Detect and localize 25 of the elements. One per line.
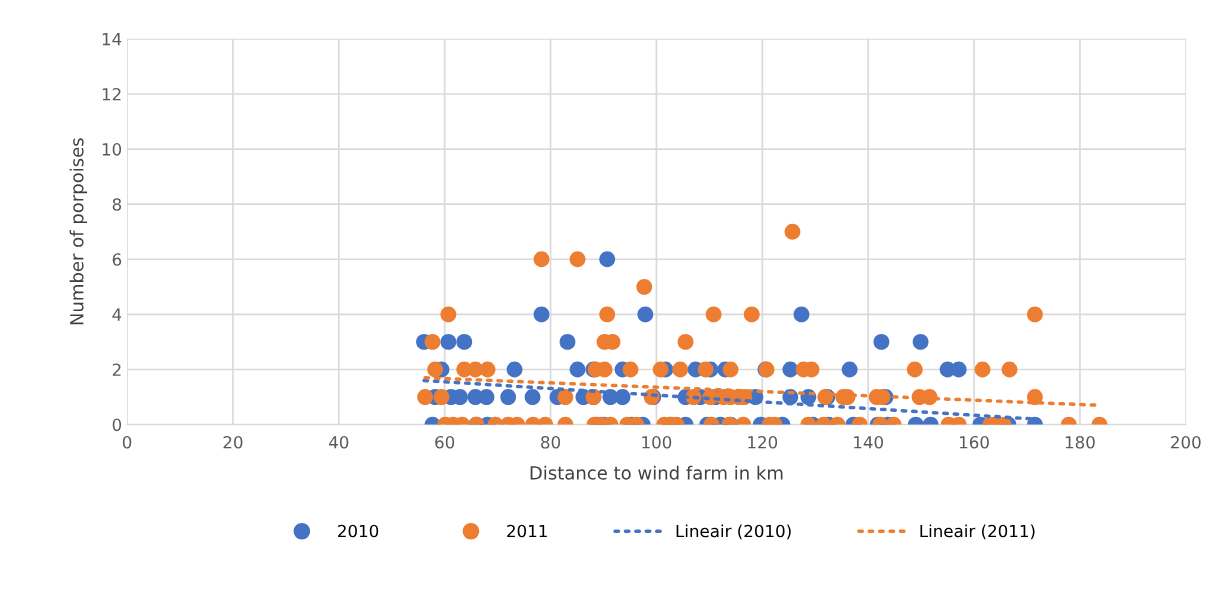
y-tick-label: 2: [112, 363, 121, 376]
legend-label: Lineair (2011): [920, 524, 1035, 540]
x-tick-label: 140: [854, 435, 883, 449]
y-tick-label: 0: [112, 418, 122, 432]
x-tick-label: 60: [435, 435, 455, 449]
y-tick-label: 8: [112, 198, 122, 211]
x-tick-label: 200: [1171, 435, 1201, 449]
x-tick-label: 0: [122, 435, 132, 449]
x-tick-label: 80: [541, 435, 561, 449]
x-tick-label: 160: [959, 435, 989, 449]
y-tick-label: 10: [102, 143, 122, 156]
y-axis-title: Number of porpoises: [69, 138, 88, 325]
x-tick-label: 120: [748, 435, 778, 449]
legend-label: 2011: [507, 524, 547, 538]
x-tick-label: 100: [642, 435, 672, 449]
x-tick-label: 40: [329, 435, 349, 449]
x-axis-title: Distance to wind farm in km: [530, 465, 783, 480]
x-tick-label: 20: [223, 435, 243, 449]
y-tick-label: 12: [102, 87, 121, 101]
legend-label: 2010: [338, 524, 379, 538]
legend-label: Lineair (2010): [676, 524, 791, 540]
y-tick-label: 6: [112, 253, 122, 266]
x-tick-label: 180: [1065, 435, 1095, 449]
y-tick-label: 4: [112, 308, 122, 321]
y-tick-label: 14: [102, 33, 122, 46]
